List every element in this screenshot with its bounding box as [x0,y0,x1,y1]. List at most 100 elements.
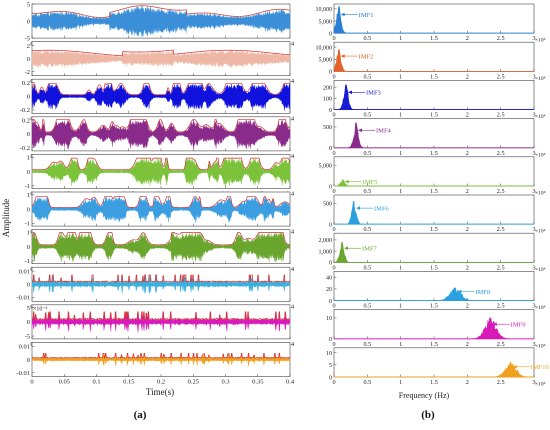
time-ytick-label: 0.2 [22,80,30,87]
spectrum-xtick-label: 0.5 [363,264,371,271]
imf-envelope-line [31,195,291,208]
spectrum-xtick-label: 1.5 [430,379,438,386]
time-xtick-label: 0.4 [286,304,295,311]
spectrum-xtick-label: 3 [532,150,535,157]
panel-a-caption: (a) [134,409,147,421]
spectrum-ytick-label: 100 [323,97,332,103]
time-ytick-label: -0.2 [20,107,30,114]
imf-label: IMF1 [359,12,374,19]
spectrum-xtick-label: 1.5 [430,150,438,157]
spectrum-xtick-label: 1.5 [430,112,438,119]
imf-envelope-line [31,274,291,284]
spectrum-xtick-label: 2.5 [497,112,505,119]
spectrum-xtick-label: 1.5 [430,35,438,42]
imf-label: IMF9 [511,322,526,329]
imf-arrow-head [340,54,345,58]
spectrum-xtick-label: 1.5 [430,73,438,80]
spectrum-xtick-label: 2.5 [497,35,505,42]
time-xtick-label: 0.15 [123,379,134,386]
spectrum-ytick-label: 5 [329,363,332,369]
imf-spectrum-row-5: 5,000 00 0.5 1 1.5 2 2.5 3 IMF5 ×10⁴ [319,156,546,197]
time-ytick-label: -1 [25,221,30,228]
spectrum-ytick-label: 0 [329,337,332,343]
spectrum-xtick-label: 0 [332,112,335,119]
time-ytick-label: 0 [27,56,30,63]
imf-label: IMF4 [376,128,392,135]
spectrum-xtick-label: 0 [332,379,335,386]
spectrum-axes-box [333,118,535,149]
spectrum-ytick-label: 0 [329,146,332,152]
time-ytick-label: -5 [25,333,30,340]
imf-arrow-head [492,322,497,326]
spectrum-axes-box [333,41,535,72]
spectrum-ytick-label: 0 [329,261,332,267]
spectrum-xtick-label: 2 [466,264,469,271]
spectrum-xtick-label: 2.5 [497,379,505,386]
imf-signal-fill [31,352,291,367]
spectrum-ytick-label: 40 [326,276,332,282]
time-xtick-label: 0 [30,379,33,386]
spectrum-exponent-label: ×10⁴ [535,76,546,82]
time-ytick-label: 1 [27,192,30,199]
spectrum-exponent-label: ×10⁴ [535,267,546,273]
time-ytick-label: 0 [27,94,30,101]
time-ytick-label: -1 [25,258,30,265]
time-xtick-label: 0.4 [286,228,295,235]
imf-arrow-head [356,206,360,210]
time-xtick-label: 0.35 [252,379,263,386]
spectrum-xtick-label: 0.5 [363,188,371,195]
spectrum-xtick-label: 2 [466,379,469,386]
spectrum-ytick-label: 10,000 [316,45,333,51]
spectrum-xtick-label: 1 [399,73,402,80]
spectrum-axes-box [333,271,535,301]
imf-envelope-line [31,83,290,95]
spectrum-xtick-label: 2.5 [497,341,505,348]
imf-time-row-10: 0.010-0.010 0.05 0.1 0.15 0.2 0.25 0.3 0.35 0.4 [16,342,295,386]
spectrum-xtick-label: 1.5 [430,264,438,271]
spectrum-xtick-label: 2 [466,150,469,157]
spectrum-ytick-label: 0 [329,108,332,114]
spectrum-xtick-label: 1 [399,341,402,348]
time-ytick-label: 0 [27,357,30,364]
imf-spectrum-row-4: 500 00 0.5 1 1.5 2 2.5 3 IMF4 ×10⁴ [323,118,546,158]
imf-spectrum-row-9: 10 00 0.5 1 1.5 2 2.5 3 IMF9 ×10⁴ [326,309,546,349]
spectrum-xtick-label: 2.5 [497,73,505,80]
imf-time-row-7: 10-100.050.10.150.20.250.30.350.4 [25,229,295,273]
time-xtick-label: 0.4 [286,153,295,160]
spectrum-xtick-label: 2 [466,188,469,195]
spectrum-xtick-label: 2.5 [497,150,505,157]
time-xtick-label: 0.4 [286,341,295,348]
spectrum-exponent-label: ×10⁴ [535,152,546,158]
imf-spectrum-row-10: 10 5 00 0.5 1 1.5 2 2.5 3 IMF10 ×10⁴ [326,347,549,388]
spectrum-ytick-label: 10,000 [316,7,333,13]
time-ytick-label: 0.01 [19,344,30,351]
spectrum-xtick-label: 0 [332,264,335,271]
imf-label: IMF7 [362,246,378,253]
spectrum-xtick-label: 0 [332,188,335,195]
spectrum-xtick-label: 0 [332,341,335,348]
imf-signal-fill [31,196,291,223]
panel-a-ylabel: Amplitude [1,199,11,238]
imf-signal-fill [31,83,291,111]
spectrum-xtick-label: 3 [532,188,535,195]
spectrum-xtick-label: 2.5 [497,188,505,195]
spectrum-axes-box [333,194,535,225]
time-ytick-label: -2 [25,69,30,76]
time-xtick-label: 0.4 [286,116,295,123]
imf-envelope-line [31,232,291,246]
spectrum-axes-box [333,347,535,378]
time-ytick-label: -0.01 [16,295,30,302]
spectrum-ytick-label: 0 [329,375,332,381]
spectrum-xtick-label: 0 [332,226,335,233]
spectrum-xtick-label: 2 [466,35,469,42]
time-ytick-label: 0.2 [22,118,30,125]
time-xtick-label: 0.3 [221,379,229,386]
spectrum-xtick-label: 3 [532,226,535,233]
imf-label: IMF2 [359,53,374,60]
spectrum-xtick-label: 0.5 [363,379,371,386]
imf-envelope-line [31,119,291,133]
spectrum-xtick-label: 0.5 [363,341,371,348]
time-ytick-label: 0 [27,131,30,138]
